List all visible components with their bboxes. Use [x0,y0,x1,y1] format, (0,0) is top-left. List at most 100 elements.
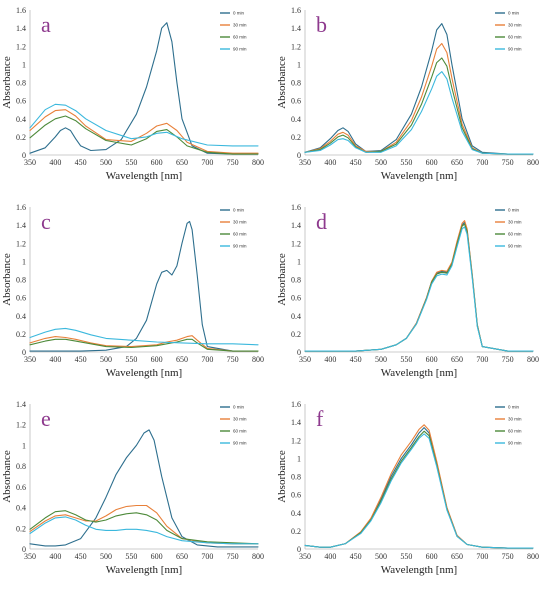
series-line-90-min [29,103,259,147]
legend-label: 90 min [508,441,522,446]
x-axis-title: Wavelength [nm] [106,170,182,182]
series-line-90-min [304,226,534,352]
series-line-30-min [304,220,534,352]
x-tick-label: 800 [252,158,264,167]
chart-svg-c: 350 400 450 500 550 600 650 700 750 800 0 0.2 0.4 0.6… [1,203,264,379]
x-tick-label: 600 [426,552,438,561]
y-tick-label: 0.6 [16,97,26,106]
legend-label: 30 min [508,23,522,28]
x-tick-label: 550 [125,355,137,364]
x-tick-label: 550 [400,158,412,167]
x-tick-label: 600 [151,158,163,167]
x-tick-label: 750 [502,355,514,364]
legend-label: 30 min [508,220,522,225]
y-tick-label: 0.8 [16,79,26,88]
y-tick-label: 0.8 [291,276,301,285]
legend-label: 30 min [508,417,522,422]
x-tick-label: 500 [375,158,387,167]
x-axis-title: Wavelength [nm] [106,564,182,576]
y-tick-label: 1.2 [16,42,26,51]
series-line-60-min [29,338,259,352]
series-line-60-min [29,115,259,155]
x-tick-label: 400 [324,355,336,364]
y-tick-label: 0.6 [291,294,301,303]
y-tick-label: 0.2 [291,133,301,142]
x-tick-label: 500 [375,355,387,364]
series-line-30-min [304,42,534,155]
x-tick-label: 700 [476,158,488,167]
y-tick-label: 1 [297,60,301,69]
y-tick-label: 0.4 [16,504,26,513]
y-tick-label: 0 [297,348,301,357]
y-tick-label: 1.4 [291,24,301,33]
y-tick-label: 0.8 [291,473,301,482]
x-tick-label: 650 [451,158,463,167]
x-tick-label: 550 [125,158,137,167]
y-tick-label: 0.2 [16,330,26,339]
series-line-60-min [29,510,259,545]
panel-letter: a [41,12,51,37]
x-tick-label: 800 [527,552,539,561]
x-tick-label: 650 [451,552,463,561]
x-axis-title: Wavelength [nm] [106,367,182,379]
x-axis-title: Wavelength [nm] [381,564,457,576]
x-tick-label: 550 [125,552,137,561]
series-line-0-min [304,427,534,549]
x-tick-label: 400 [324,158,336,167]
x-tick-label: 350 [299,158,311,167]
x-axis-title: Wavelength [nm] [381,170,457,182]
x-tick-label: 450 [75,355,87,364]
x-tick-label: 700 [476,355,488,364]
series-line-60-min [304,223,534,352]
x-tick-label: 400 [324,552,336,561]
y-tick-label: 1.2 [291,42,301,51]
y-axis-title: Absorbance [1,450,13,503]
x-tick-label: 650 [176,552,188,561]
y-tick-label: 0.8 [291,79,301,88]
y-tick-label: 0.2 [291,330,301,339]
y-tick-label: 1 [22,60,26,69]
legend-label: 60 min [233,429,247,434]
x-tick-label: 700 [201,552,213,561]
chart-panel-b: 350 400 450 500 550 600 650 700 750 800 0 0.2 0.4 0.6… [275,0,550,197]
legend-label: 30 min [233,417,247,422]
legend-label: 90 min [508,47,522,52]
legend-label: 60 min [508,35,522,40]
y-tick-label: 0.2 [16,524,26,533]
x-tick-label: 350 [24,158,36,167]
y-tick-label: 0 [22,545,26,554]
y-tick-label: 0 [297,151,301,160]
y-tick-label: 0.4 [16,115,26,124]
y-tick-label: 1.2 [291,436,301,445]
panel-letter: c [41,209,51,234]
series-line-0-min [304,221,534,352]
y-axis-title: Absorbance [276,253,288,306]
legend-label: 0 min [233,11,245,16]
x-tick-label: 400 [49,355,61,364]
panel-letter: f [316,406,324,431]
y-tick-label: 0.2 [16,133,26,142]
y-tick-label: 1 [297,257,301,266]
x-tick-label: 500 [375,552,387,561]
x-tick-label: 600 [151,355,163,364]
x-tick-label: 550 [400,355,412,364]
x-axis-title: Wavelength [nm] [381,367,457,379]
legend-label: 0 min [508,208,520,213]
chart-panel-a: 350 400 450 500 550 600 650 700 750 800 0 0.2 0.4 0.6… [0,0,275,197]
x-tick-label: 450 [350,552,362,561]
x-tick-label: 450 [75,158,87,167]
y-tick-label: 1.4 [16,400,26,409]
y-tick-label: 0.6 [291,97,301,106]
x-tick-label: 600 [426,158,438,167]
series-line-0-min [29,429,259,548]
y-tick-label: 0.6 [291,491,301,500]
y-tick-label: 1 [297,454,301,463]
x-tick-label: 800 [252,552,264,561]
y-tick-label: 0.4 [291,115,301,124]
x-tick-label: 700 [201,158,213,167]
y-tick-label: 1.2 [16,239,26,248]
x-tick-label: 350 [299,552,311,561]
legend-label: 30 min [233,220,247,225]
legend-label: 90 min [233,47,247,52]
